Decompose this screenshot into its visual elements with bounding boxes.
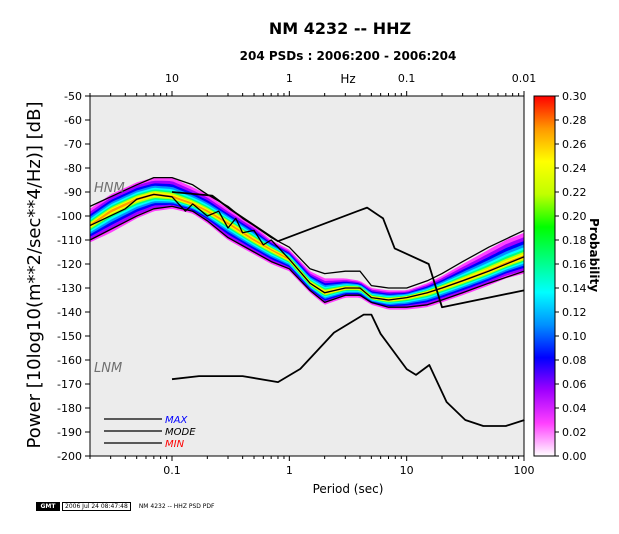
colorbar-tick-label: 0.00: [562, 450, 587, 463]
x-axis-label: Period (sec): [313, 482, 384, 496]
colorbar-tick-label: 0.08: [562, 354, 587, 367]
colorbar-tick-label: 0.22: [562, 186, 587, 199]
y-tick-label: -50: [64, 90, 82, 103]
series-min-line: [89, 205, 525, 308]
lnm-curve: [171, 313, 525, 427]
legend-mode-label: MODE: [165, 427, 196, 438]
x-tick-label: 10: [400, 464, 414, 477]
colorbar-tick-label: 0.18: [562, 234, 587, 247]
y-tick-label: -180: [57, 402, 82, 415]
top-tick-label: 1: [286, 72, 293, 85]
y-tick-label: -90: [64, 186, 82, 199]
y-tick-label: -100: [57, 210, 82, 223]
y-tick-label: -60: [64, 114, 82, 127]
top-tick-label: 0.01: [512, 72, 537, 85]
colorbar-tick-label: 0.20: [562, 210, 587, 223]
colorbar-label: Probability: [587, 218, 601, 292]
y-tick-label: -200: [57, 450, 82, 463]
y-tick-label: -130: [57, 282, 82, 295]
y-tick-label: -190: [57, 426, 82, 439]
y-tick-label: -70: [64, 138, 82, 151]
y-tick-label: -150: [57, 330, 82, 343]
chart-subtitle: 204 PSDs : 2006:200 - 2006:204: [240, 49, 457, 63]
colorbar-tick-label: 0.26: [562, 138, 587, 151]
psd-curves: [89, 176, 525, 427]
colorbar-tick-label: 0.30: [562, 90, 587, 103]
y-tick-label: -160: [57, 354, 82, 367]
hnm-curve: [171, 191, 525, 309]
legend-min-label: MIN: [165, 439, 185, 450]
colorbar: [533, 95, 556, 457]
chart-title: NM 4232 -- HHZ: [269, 19, 411, 38]
colorbar-tick-label: 0.28: [562, 114, 587, 127]
legend-max-label: MAX: [165, 415, 188, 426]
colorbar-tick-label: 0.10: [562, 330, 587, 343]
colorbar-tick-label: 0.16: [562, 258, 587, 271]
top-tick-label: 0.1: [398, 72, 416, 85]
plot-frame: [89, 95, 525, 457]
top-tick-label: 10: [165, 72, 179, 85]
y-tick-label: -110: [57, 234, 82, 247]
footer-label: NM 4232 -- HHZ PSD PDF: [138, 503, 215, 510]
hnm-label: HNM: [94, 181, 125, 196]
colorbar-tick-label: 0.12: [562, 306, 587, 319]
y-tick-label: -170: [57, 378, 82, 391]
y-axis-label: Power [10log10(m**2/sec**4/Hz)] [dB]: [24, 102, 45, 449]
lnm-label: LNM: [94, 361, 122, 376]
colorbar-ticks: 0.30 0.28 0.26 0.24 0.22 0.20 0.18 0.16 0.14 0.12…: [555, 90, 587, 463]
y-tick-label: -120: [57, 258, 82, 271]
gmt-logo: GMT: [36, 502, 60, 511]
x-tick-label: 0.1: [163, 464, 181, 477]
series-mode-line: [89, 193, 525, 301]
x-tick-label: 1: [286, 464, 293, 477]
legend: MAX MODE MIN: [104, 415, 196, 450]
timestamp: 2006 Jul 24 08:47:48: [62, 502, 131, 511]
y-tick-label: -80: [64, 162, 82, 175]
colorbar-tick-label: 0.04: [562, 402, 587, 415]
axes: -50 -60 -70 -80 -90 -100 -110 -120 -130 -140 -150 -…: [57, 72, 536, 477]
x-tick-label: 100: [514, 464, 535, 477]
colorbar-tick-label: 0.24: [562, 162, 587, 175]
colorbar-tick-label: 0.02: [562, 426, 587, 439]
footer: GMT 2006 Jul 24 08:47:48 NM 4232 -- HHZ PS…: [36, 502, 214, 511]
colorbar-tick-label: 0.14: [562, 282, 587, 295]
colorbar-tick-label: 0.06: [562, 378, 587, 391]
noise-model-labels: HNM LNM: [94, 181, 125, 376]
y-tick-label: -140: [57, 306, 82, 319]
top-axis-label: Hz: [340, 72, 355, 86]
